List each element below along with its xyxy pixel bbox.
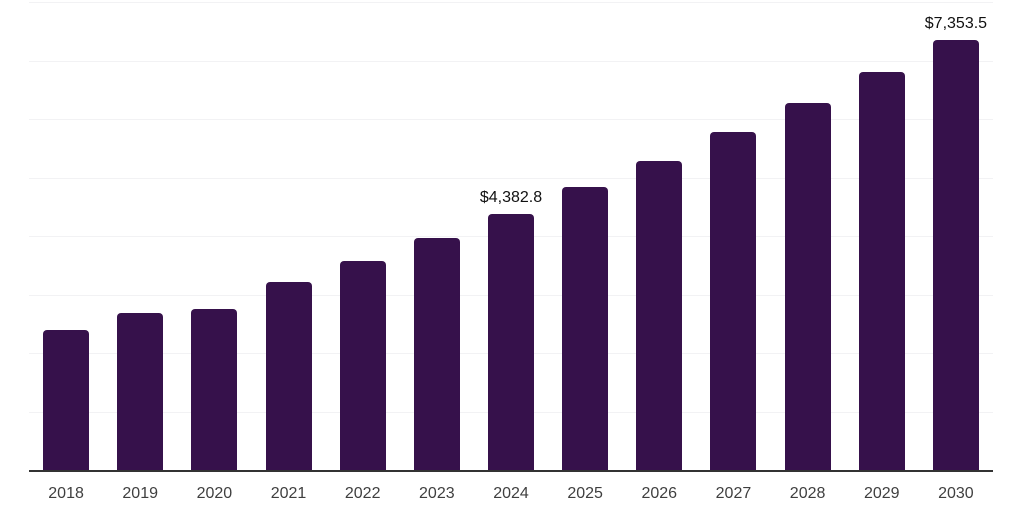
- x-tick-2021: 2021: [270, 485, 307, 502]
- bar-2020: [191, 308, 238, 470]
- x-tick-2029: 2029: [863, 485, 900, 502]
- bar-2026: [636, 160, 683, 470]
- bar-2027: [710, 131, 757, 470]
- bar-2028: [784, 102, 831, 470]
- x-tick-2026: 2026: [641, 485, 678, 502]
- x-tick-2030: 2030: [938, 485, 974, 502]
- bar-2019: [117, 313, 164, 470]
- x-tick-2019: 2019: [122, 485, 158, 502]
- x-tick-2023: 2023: [419, 485, 455, 502]
- bar-2018: [43, 329, 90, 470]
- data-label-2030: $7,353.5: [924, 14, 988, 32]
- bar-2030: [932, 39, 979, 470]
- x-tick-2025: 2025: [567, 485, 603, 502]
- bar-2021: [265, 282, 312, 470]
- x-tick-2028: 2028: [789, 485, 826, 502]
- data-label-2024: $4,382.8: [479, 188, 543, 206]
- x-tick-2020: 2020: [196, 485, 233, 502]
- x-axis-line: [29, 470, 993, 472]
- gridline: [29, 2, 993, 3]
- gridline: [29, 60, 993, 62]
- gridline: [29, 119, 993, 120]
- bar-2022: [339, 260, 386, 470]
- gridline: [29, 177, 993, 179]
- bar-2029: [858, 72, 905, 470]
- bar-2025: [562, 187, 609, 470]
- x-tick-2024: 2024: [493, 485, 529, 502]
- x-tick-2018: 2018: [48, 485, 84, 502]
- x-tick-2027: 2027: [715, 485, 752, 502]
- x-tick-2022: 2022: [344, 485, 381, 502]
- bar-2023: [413, 237, 460, 470]
- bar-2024: [488, 213, 534, 470]
